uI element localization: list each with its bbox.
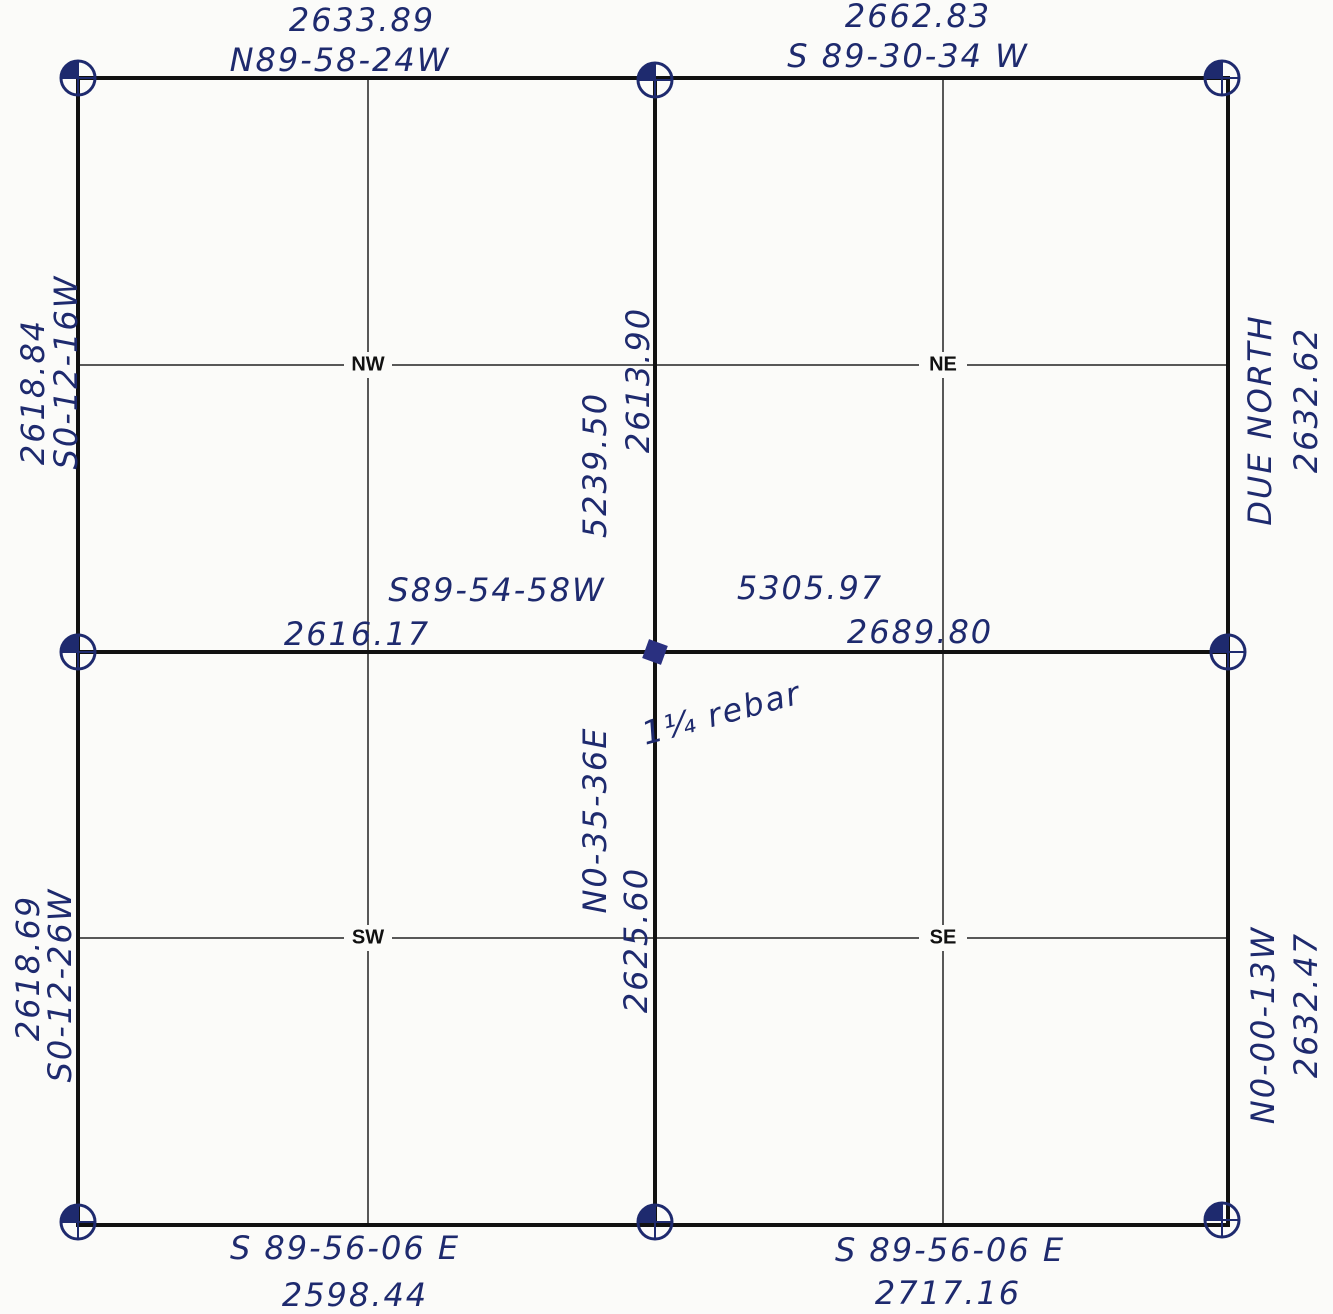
monument	[1209, 633, 1247, 671]
monument-cross	[638, 1205, 672, 1239]
handwritten-label: 2632.62	[1287, 327, 1325, 473]
monument-fill	[638, 63, 655, 80]
handwritten-label: 2689.80	[847, 613, 993, 651]
handwritten-label: N0-00-13W	[1244, 926, 1282, 1124]
handwritten-label: S0-12-16W	[47, 275, 85, 470]
monument	[59, 59, 97, 97]
monument	[636, 61, 674, 99]
monument-fill	[638, 1205, 655, 1222]
monument	[1203, 1201, 1241, 1239]
handwritten-label: N89-58-24W	[230, 41, 451, 79]
monument-cross	[638, 63, 672, 97]
quarter-label-bg	[344, 925, 392, 951]
monument-fill	[1205, 1203, 1222, 1220]
monument-fill	[61, 1205, 78, 1222]
monument-cross	[1211, 635, 1245, 669]
quarter-label-bg	[919, 925, 967, 951]
handwritten-label: 2613.90	[619, 307, 657, 453]
monument	[642, 639, 668, 665]
monument	[1203, 59, 1241, 97]
handwritten-label: 5239.50	[576, 392, 614, 538]
handwritten-label: S 89-56-06 E	[835, 1231, 1065, 1269]
handwritten-label: 2717.16	[875, 1274, 1021, 1312]
handwritten-label: 2662.83	[845, 0, 991, 35]
handwritten-label: DUE NORTH	[1241, 314, 1279, 525]
handwritten-label: S0-12-26W	[41, 888, 79, 1083]
handwritten-label: N0-35-36E	[576, 726, 614, 913]
monument-fill	[61, 61, 78, 78]
handwritten-label: 2616.17	[284, 615, 430, 653]
monument	[59, 1203, 97, 1241]
handwritten-label: 5305.97	[737, 569, 883, 607]
handwritten-label: S 89-30-34 W	[787, 37, 1029, 75]
monument-cross	[1205, 61, 1239, 95]
quarter-label-bg	[919, 352, 967, 378]
quarter-label: NE	[929, 353, 957, 375]
monuments	[59, 59, 1247, 1241]
quarter-label: SW	[352, 926, 384, 948]
quarter-label-bg	[344, 352, 392, 378]
monument-fill	[1205, 61, 1222, 78]
handwritten-label: S 89-56-06 E	[230, 1229, 460, 1267]
handwritten-label: 2632.47	[1287, 932, 1325, 1078]
handwritten-label: 2618.84	[14, 319, 52, 465]
monument-fill	[1211, 635, 1228, 652]
quarter-label: NW	[351, 353, 384, 375]
monument-cross	[61, 635, 95, 669]
quarter-label: SE	[930, 926, 957, 948]
monument	[59, 633, 97, 671]
monument-fill	[61, 635, 78, 652]
handwritten-label: S89-54-58W	[388, 571, 605, 609]
handwritten-label: 2633.89	[289, 1, 435, 39]
handwritten-label: 2618.69	[9, 895, 47, 1041]
monument-cross	[61, 61, 95, 95]
monument	[636, 1203, 674, 1241]
monument-cross	[61, 1205, 95, 1239]
rebar-mark	[642, 639, 668, 665]
monument-cross	[1205, 1203, 1239, 1237]
handwritten-label: 2598.44	[282, 1276, 428, 1314]
handwritten-label: 2625.60	[617, 867, 655, 1013]
